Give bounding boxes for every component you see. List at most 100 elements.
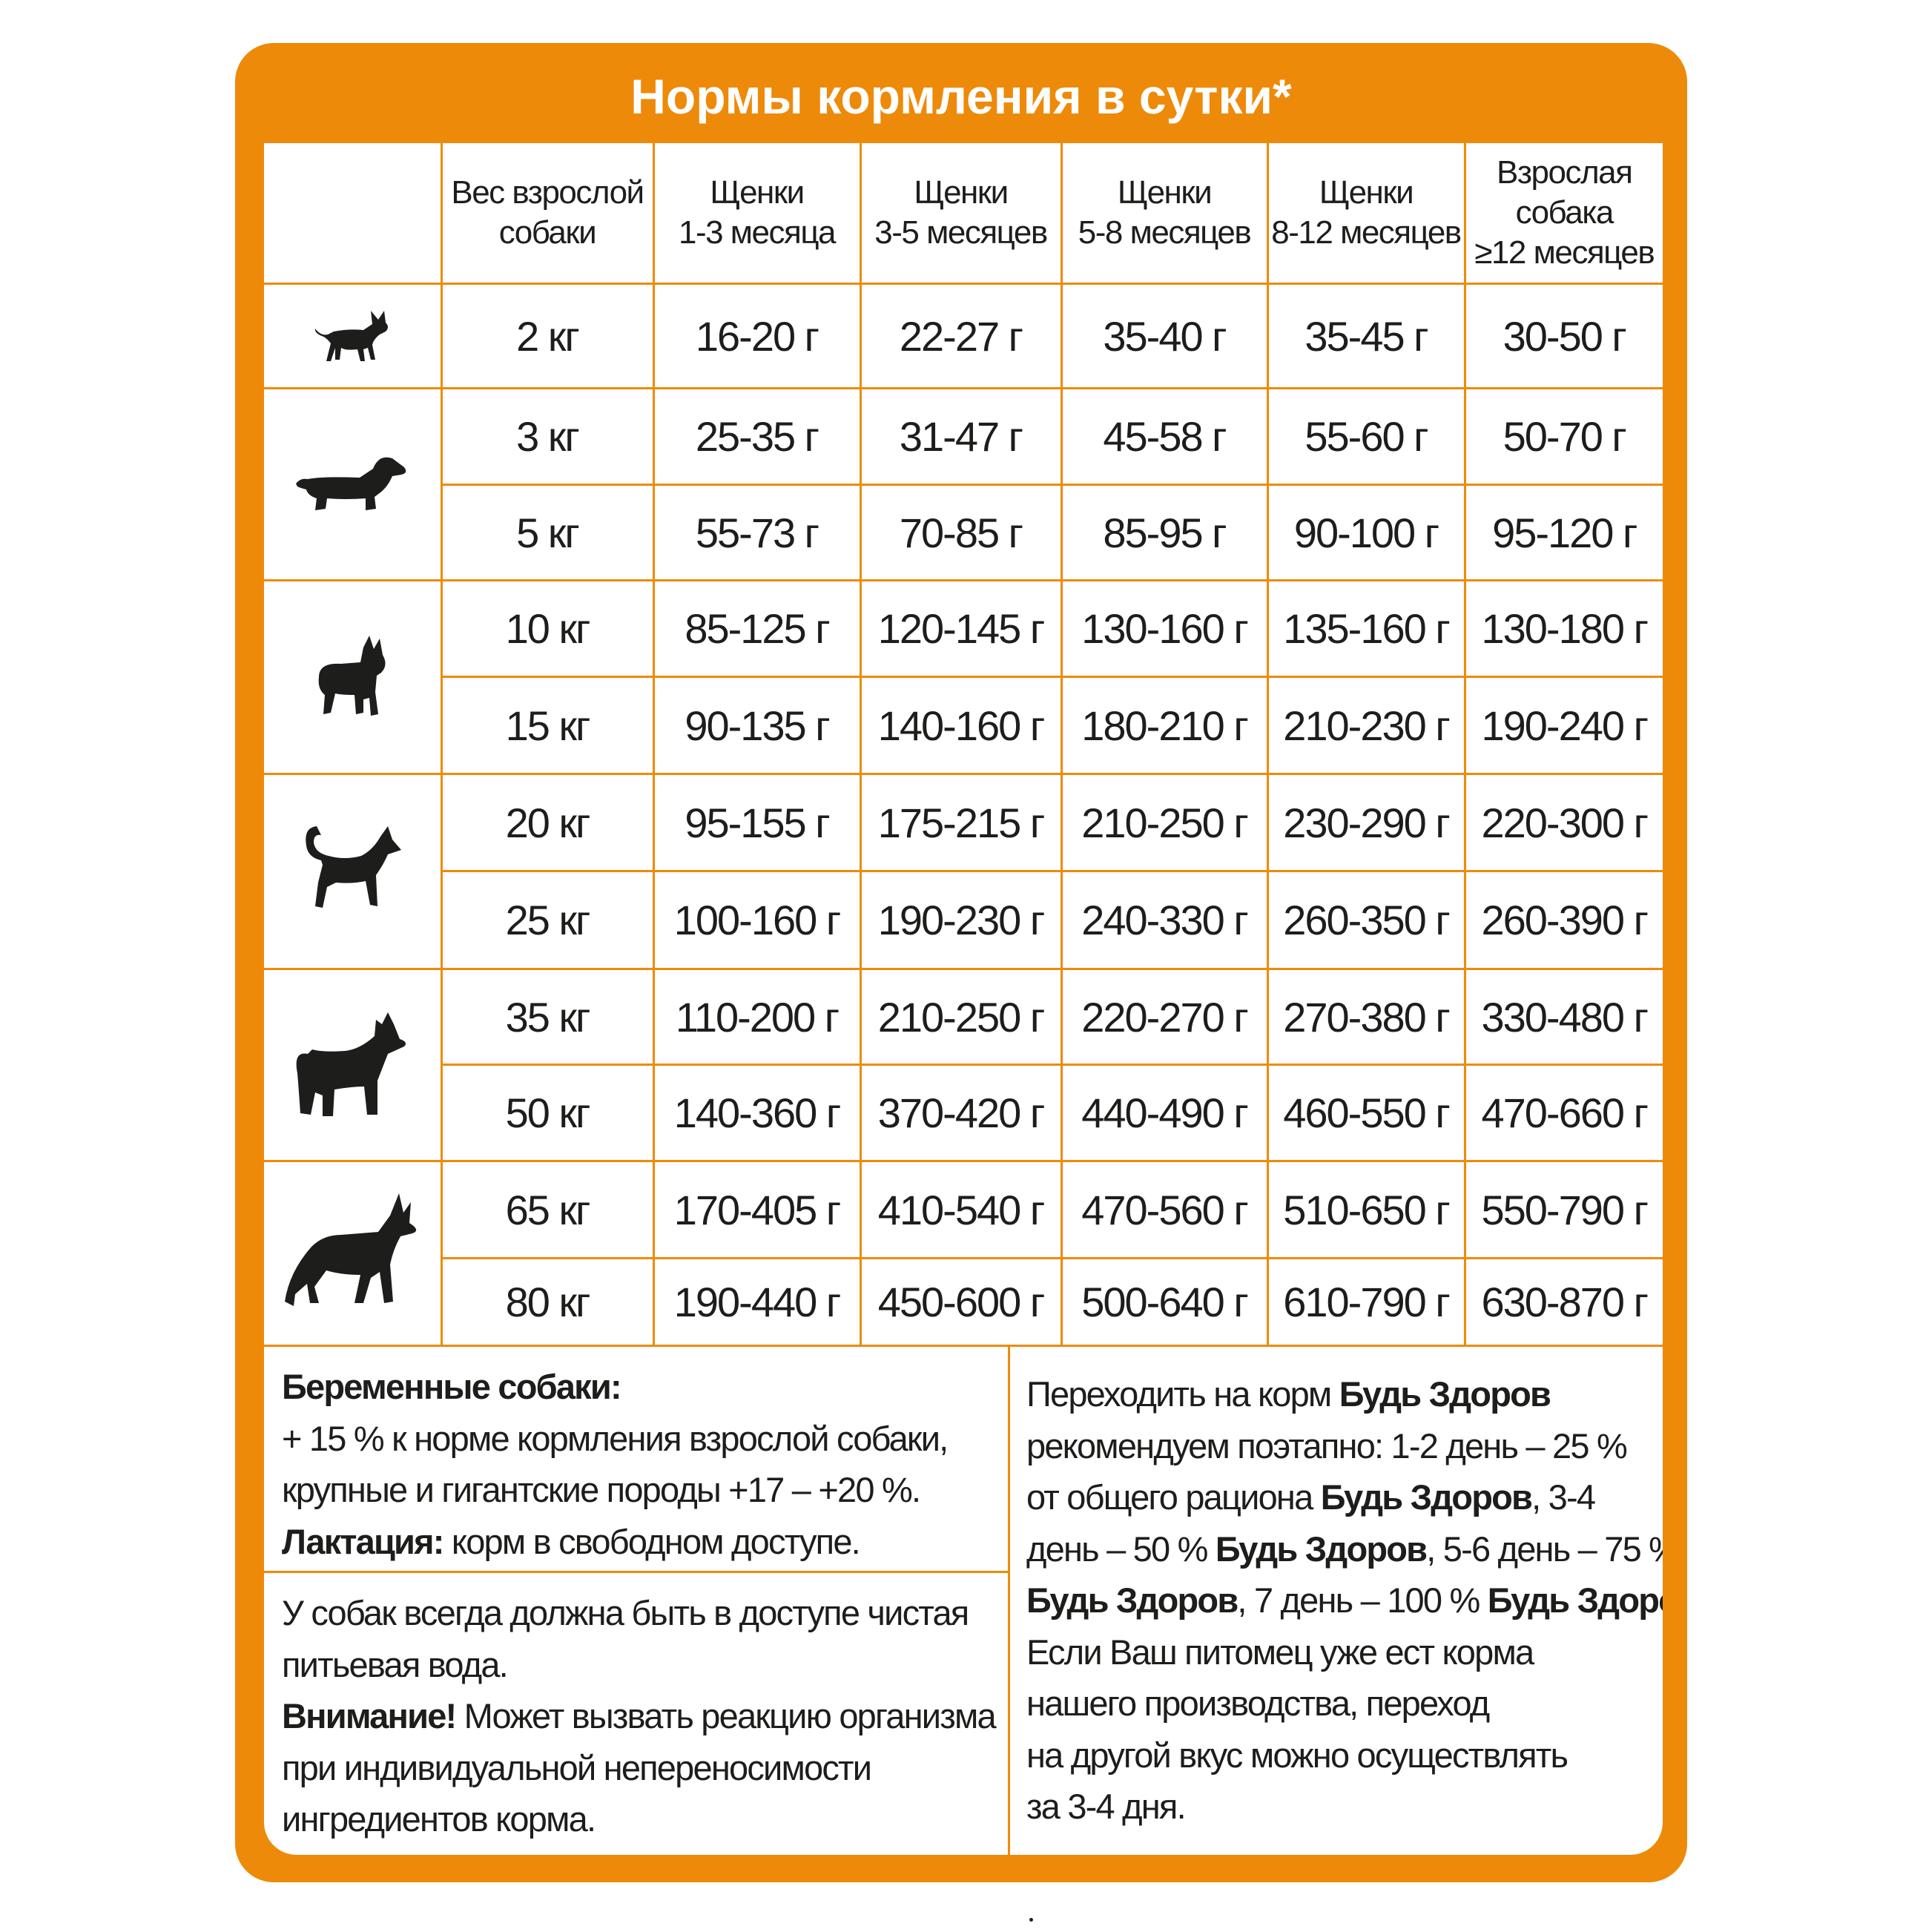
pregnant-dogs-note: Беременные собаки: + 15 % к норме кормлен…	[264, 1346, 1008, 1573]
column-header-line: 8-12 месяцев	[1271, 214, 1462, 251]
feeding-sheet: Вес взрослой собаки Щенки 1-3 месяца Щенки 3-…	[264, 143, 1663, 1855]
table-row: 15 кг 90-135 г 140-160 г 180-210 г 210-230 г…	[264, 676, 1663, 775]
portion-cell: 210-250 г	[859, 968, 1063, 1066]
note-line: нашего производства, переход	[1026, 1678, 1646, 1730]
weight-cell: 35 кг	[440, 968, 655, 1066]
note-line: день – 50 % Будь Здоров, 5-6 день – 75 %	[1026, 1523, 1663, 1575]
note-text: , 7 день – 100 %	[1237, 1580, 1488, 1620]
note-line: Лактация: корм в свободном доступе.	[282, 1516, 990, 1568]
portion-cell: 30-50 г	[1463, 283, 1663, 389]
notes-section: Беременные собаки: + 15 % к норме кормлен…	[264, 1346, 1663, 1855]
table-row: 50 кг 140-360 г 370-420 г 440-490 г 460-550 …	[264, 1064, 1663, 1162]
portion-cell: 55-73 г	[652, 484, 862, 581]
dot-mark	[1029, 1918, 1033, 1922]
weight-cell: 15 кг	[441, 676, 655, 775]
column-header	[264, 143, 443, 285]
portion-cell: 410-540 г	[859, 1160, 1063, 1259]
table-row: 2 кг 16-20 г 22-27 г 35-40 г 35-45 г 30-50 г	[264, 283, 1663, 389]
note-text: , 3-4	[1531, 1477, 1596, 1517]
portion-cell: 270-380 г	[1266, 968, 1466, 1066]
husky-icon	[264, 1009, 441, 1121]
portion-cell: 210-250 г	[1060, 773, 1269, 872]
weight-cell: 50 кг	[441, 1064, 655, 1162]
portion-cell: 190-230 г	[859, 870, 1063, 970]
dachshund-icon	[264, 451, 441, 518]
column-header-line: собаки	[498, 214, 597, 251]
portion-cell: 470-560 г	[1060, 1160, 1269, 1259]
table-row: 65 кг 170-405 г 410-540 г 470-560 г 510-650 …	[264, 1160, 1663, 1347]
portion-cell: 130-160 г	[1060, 579, 1269, 678]
note-bold-text: Будь Здоров	[1215, 1529, 1428, 1569]
note-text: нашего производства, переход	[1026, 1684, 1490, 1723]
feeding-table: Вес взрослой собаки Щенки 1-3 месяца Щенки 3-…	[264, 143, 1663, 1347]
breed-icon-cell	[264, 387, 443, 581]
portion-cell: 85-95 г	[1060, 484, 1269, 581]
portion-cell: 460-550 г	[1266, 1064, 1466, 1162]
note-line: питьевая вода.	[282, 1639, 990, 1691]
column-header-line: Щенки	[1117, 174, 1213, 211]
note-text: рекомендуем поэтапно: 1-2 день – 25 %	[1026, 1425, 1628, 1466]
portion-cell: 210-230 г	[1266, 676, 1466, 775]
note-line: на другой вкус можно осуществлять	[1026, 1730, 1646, 1781]
portion-cell: 220-300 г	[1463, 773, 1663, 872]
portion-cell: 220-270 г	[1060, 968, 1269, 1066]
weight-cell: 65 кг	[440, 1160, 655, 1259]
portion-cell: 90-135 г	[652, 676, 862, 775]
note-bold-text: Будь Здоров	[1320, 1477, 1533, 1517]
table-row: 3 кг 25-35 г 31-47 г 45-58 г 55-60 г 50-70 г	[264, 387, 1663, 581]
note-text: от общего рациона	[1026, 1477, 1321, 1517]
portion-cell: 470-660 г	[1463, 1064, 1663, 1162]
breed-icon-cell	[264, 773, 443, 970]
column-header-line: ≥12 месяцев	[1474, 234, 1655, 271]
portion-cell: 120-145 г	[859, 579, 1063, 678]
portion-cell: 100-160 г	[652, 870, 862, 970]
portion-cell: 95-120 г	[1463, 484, 1663, 581]
column-header-line: собака	[1515, 194, 1614, 231]
portion-cell: 450-600 г	[859, 1257, 1063, 1347]
note-text: корм в свободном доступе.	[443, 1521, 861, 1561]
note-bold-text: Внимание!	[282, 1696, 457, 1735]
water-warning-note: У собак всегда должна быть в доступе чис…	[264, 1575, 1008, 1845]
column-header-line: Щенки	[1319, 174, 1414, 211]
table-row: 5 кг 55-73 г 70-85 г 85-95 г 90-100 г 95-120 …	[264, 484, 1663, 581]
column-header: Щенки 8-12 месяцев	[1266, 143, 1466, 285]
portion-cell: 190-440 г	[652, 1257, 862, 1347]
chihuahua-icon	[264, 306, 441, 366]
column-header-line: Вес взрослой	[451, 174, 644, 211]
portion-cell: 610-790 г	[1266, 1257, 1466, 1347]
portion-cell: 140-160 г	[859, 676, 1063, 775]
column-header: Щенки 3-5 месяцев	[859, 143, 1063, 285]
breed-icon-cell	[264, 968, 443, 1162]
portion-cell: 25-35 г	[652, 387, 862, 486]
note-text: крупные и гигантские породы +17 – +20 %.	[282, 1470, 921, 1509]
portion-cell: 140-360 г	[652, 1064, 862, 1162]
note-text: при индивидуальной непереносимости	[282, 1747, 872, 1787]
column-header-line: 5-8 месяцев	[1078, 214, 1252, 251]
column-header: Щенки 1-3 месяца	[652, 143, 862, 285]
column-header-line: Взрослая	[1497, 154, 1633, 191]
note-text: за 3-4 дня.	[1026, 1787, 1187, 1826]
table-row: 20 кг 95-155 г 175-215 г 210-250 г 230-290 г…	[264, 773, 1663, 970]
table-row: 35 кг 110-200 г 210-250 г 220-270 г 270-380 …	[264, 968, 1663, 1162]
note-bold-text: Будь Здоров	[1487, 1580, 1663, 1620]
note-line: Переходить на корм Будь Здоров	[1026, 1368, 1646, 1420]
note-text: Переходить на корм	[1026, 1374, 1339, 1414]
note-line: Будь Здоров, 7 день – 100 % Будь Здоров.	[1026, 1575, 1663, 1626]
note-line: от общего рациона Будь Здоров, 3-4	[1026, 1471, 1646, 1523]
column-header-line: Щенки	[710, 174, 805, 211]
note-text: питьевая вода.	[282, 1644, 509, 1684]
note-text: Если Ваш питомец уже ест корма	[1026, 1632, 1534, 1672]
portion-cell: 45-58 г	[1060, 387, 1269, 486]
note-line: при индивидуальной непереносимости	[282, 1742, 990, 1794]
note-line: крупные и гигантские породы +17 – +20 %.	[282, 1464, 990, 1516]
portion-cell: 31-47 г	[859, 387, 1063, 486]
table-row: 25 кг 100-160 г 190-230 г 240-330 г 260-350 …	[264, 870, 1663, 970]
note-text: , 5-6 день – 75 %	[1426, 1529, 1663, 1569]
portion-cell: 230-290 г	[1266, 773, 1466, 872]
portion-cell: 55-60 г	[1266, 387, 1466, 486]
weight-cell: 20 кг	[440, 773, 655, 872]
breed-icon-cell	[264, 283, 443, 389]
portion-cell: 16-20 г	[652, 283, 862, 389]
portion-cell: 90-100 г	[1266, 484, 1466, 581]
weight-cell: 2 кг	[440, 283, 655, 389]
